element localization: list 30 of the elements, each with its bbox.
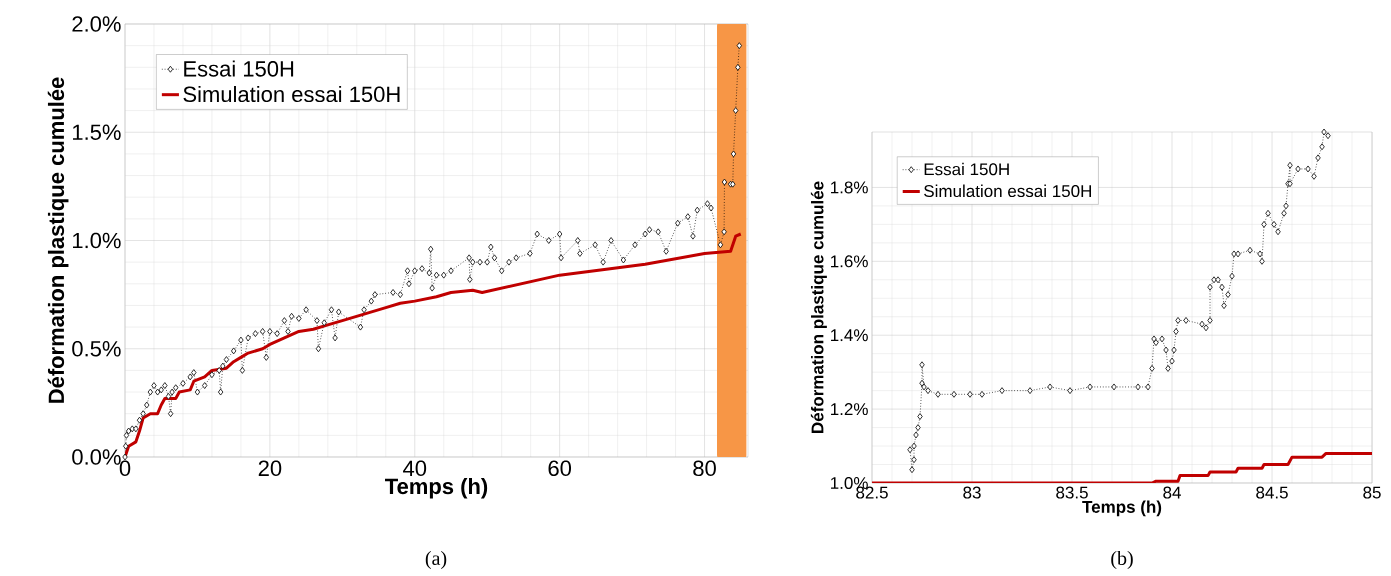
x-tick-label: 60 — [548, 460, 572, 477]
y-tick-label: 1.4% — [831, 329, 868, 342]
x-axis-title: Temps (h) — [1082, 500, 1162, 517]
y-tick-label: 2.0% — [72, 16, 121, 32]
y-tick-label: 1.8% — [831, 181, 868, 194]
y-tick-label: 0.5% — [72, 340, 121, 357]
y-tick-label: 0.0% — [72, 449, 121, 465]
legend-label: Essai 150H — [184, 60, 294, 77]
y-axis-title: Déformation plastique cumulée — [810, 181, 827, 433]
x-tick-label: 40 — [403, 460, 427, 477]
line-series — [872, 451, 1373, 483]
x-tick-label: 83 — [963, 486, 981, 499]
x-tick-label: 84 — [1163, 486, 1181, 499]
x-axis-title: Temps (h) — [385, 477, 488, 499]
x-tick-label: 20 — [258, 460, 282, 477]
x-tick-label: 80 — [693, 460, 716, 477]
legend-label: Simulation essai 150H — [183, 85, 400, 103]
x-tick-label: 83.5 — [1056, 486, 1088, 499]
text: (a) — [425, 550, 447, 570]
y-tick-label: 1.5% — [73, 124, 121, 140]
x-tick-label: 84.5 — [1256, 486, 1288, 499]
x-tick-label: 0 — [119, 460, 131, 477]
y-tick-label: 1.6% — [831, 255, 868, 268]
y-axis-title: Déformation plastique cumulée — [47, 77, 69, 403]
legend-label: Simulation essai 150H — [924, 184, 1091, 198]
y-tick-label: 1.0% — [73, 232, 121, 249]
text: (b) — [1111, 550, 1133, 570]
x-tick-label: 85 — [1363, 486, 1381, 499]
legend-label: Essai 150H — [924, 162, 1009, 176]
y-tick-label: 1.2% — [831, 403, 868, 416]
